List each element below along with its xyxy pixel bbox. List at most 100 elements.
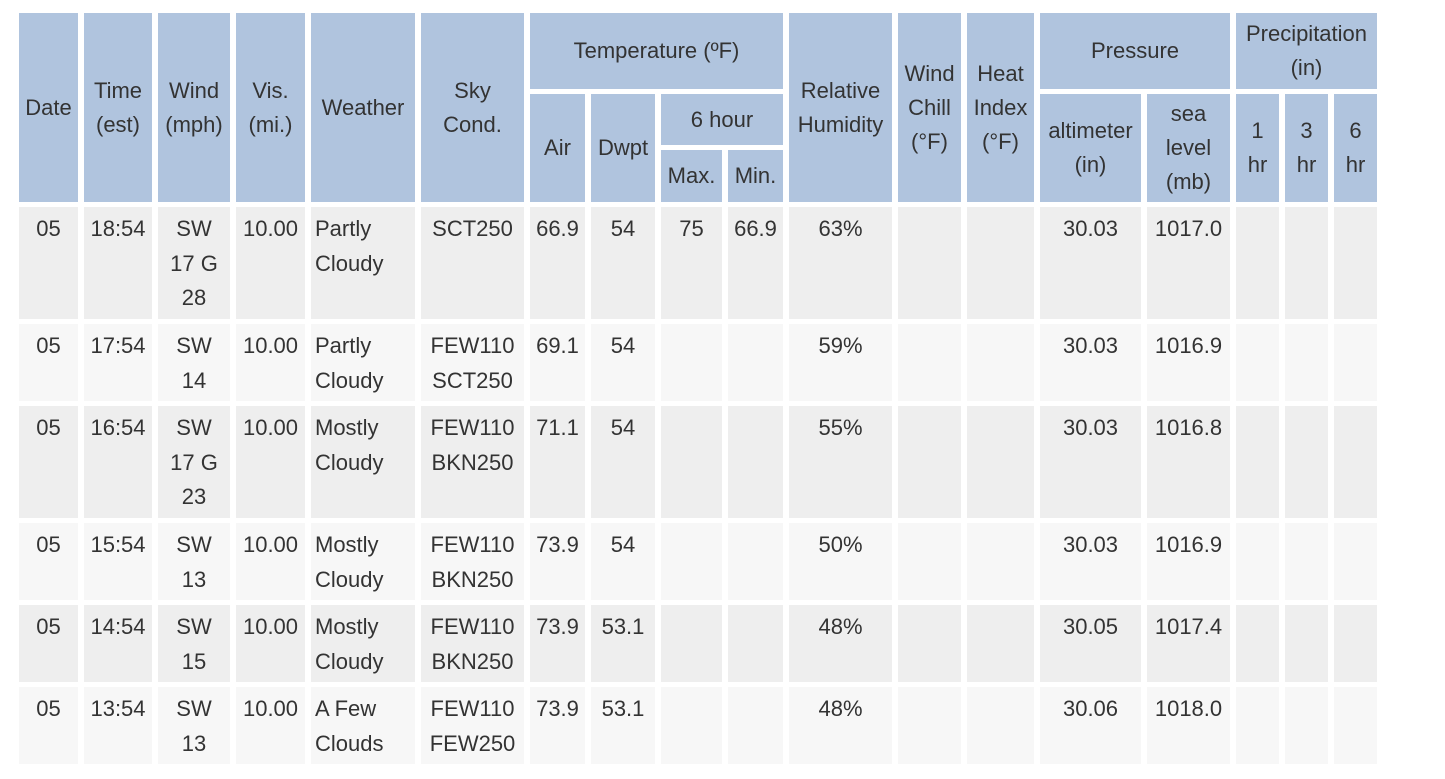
precip-1hr-cell: [1236, 324, 1279, 401]
header-pressure: Pressure: [1040, 13, 1230, 89]
heat-index-cell: [967, 324, 1034, 401]
visibility-cell: 10.00: [236, 523, 305, 600]
time-cell: 14:54: [84, 605, 152, 682]
header-altimeter: altimeter (in): [1040, 94, 1141, 202]
precip-1hr-cell: [1236, 687, 1279, 764]
heat-index-cell: [967, 687, 1034, 764]
relative-humidity-cell: 63%: [789, 207, 892, 319]
altimeter-cell: 30.06: [1040, 687, 1141, 764]
precip-6hr-cell: [1334, 605, 1377, 682]
sea-level-cell: 1017.4: [1147, 605, 1230, 682]
min-temp-cell: 66.9: [728, 207, 783, 319]
date-cell: 05: [19, 605, 78, 682]
time-cell: 16:54: [84, 406, 152, 518]
precip-3hr-cell: [1285, 324, 1328, 401]
wind-cell: SW 13: [158, 687, 230, 764]
precip-1hr-cell: [1236, 207, 1279, 319]
sea-level-cell: 1016.9: [1147, 324, 1230, 401]
weather-cell: Mostly Cloudy: [311, 605, 415, 682]
max-temp-cell: [661, 605, 722, 682]
time-cell: 18:54: [84, 207, 152, 319]
dewpoint-cell: 54: [591, 406, 655, 518]
precip-1hr-cell: [1236, 406, 1279, 518]
wind-chill-cell: [898, 207, 961, 319]
altimeter-cell: 30.03: [1040, 523, 1141, 600]
table-row: 05 13:54 SW 13 10.00 A Few Clouds FEW110 FEW2…: [19, 687, 1377, 764]
date-cell: 05: [19, 687, 78, 764]
date-cell: 05: [19, 207, 78, 319]
min-temp-cell: [728, 406, 783, 518]
table-row: 05 15:54 SW 13 10.00 Mostly Cloudy FEW110 BKN…: [19, 523, 1377, 600]
sky-conditions-cell: FEW110 SCT250: [421, 324, 524, 401]
header-temperature: Temperature (ºF): [530, 13, 783, 89]
air-temp-cell: 73.9: [530, 523, 585, 600]
air-temp-cell: 71.1: [530, 406, 585, 518]
sky-conditions-cell: FEW110 BKN250: [421, 605, 524, 682]
max-temp-cell: [661, 324, 722, 401]
precip-1hr-cell: [1236, 605, 1279, 682]
precip-6hr-cell: [1334, 687, 1377, 764]
min-temp-cell: [728, 324, 783, 401]
dewpoint-cell: 54: [591, 324, 655, 401]
sky-conditions-cell: SCT250: [421, 207, 524, 319]
wind-chill-cell: [898, 605, 961, 682]
air-temp-cell: 73.9: [530, 687, 585, 764]
sea-level-cell: 1018.0: [1147, 687, 1230, 764]
date-cell: 05: [19, 324, 78, 401]
precip-6hr-cell: [1334, 207, 1377, 319]
wind-chill-cell: [898, 687, 961, 764]
weather-cell: Partly Cloudy: [311, 207, 415, 319]
max-temp-cell: 75: [661, 207, 722, 319]
air-temp-cell: 73.9: [530, 605, 585, 682]
header-wind-chill: Wind Chill (°F): [898, 13, 961, 202]
min-temp-cell: [728, 687, 783, 764]
precip-3hr-cell: [1285, 207, 1328, 319]
wind-cell: SW 14: [158, 324, 230, 401]
relative-humidity-cell: 59%: [789, 324, 892, 401]
header-time: Time (est): [84, 13, 152, 202]
sky-conditions-cell: FEW110 BKN250: [421, 406, 524, 518]
sea-level-cell: 1017.0: [1147, 207, 1230, 319]
wind-cell: SW 13: [158, 523, 230, 600]
time-cell: 17:54: [84, 324, 152, 401]
air-temp-cell: 66.9: [530, 207, 585, 319]
precip-6hr-cell: [1334, 523, 1377, 600]
precip-3hr-cell: [1285, 406, 1328, 518]
relative-humidity-cell: 50%: [789, 523, 892, 600]
table-row: 05 16:54 SW 17 G 23 10.00 Mostly Cloudy FEW11…: [19, 406, 1377, 518]
header-weather: Weather: [311, 13, 415, 202]
sea-level-cell: 1016.8: [1147, 406, 1230, 518]
heat-index-cell: [967, 406, 1034, 518]
wind-chill-cell: [898, 523, 961, 600]
weather-cell: A Few Clouds: [311, 687, 415, 764]
max-temp-cell: [661, 406, 722, 518]
wind-chill-cell: [898, 324, 961, 401]
date-cell: 05: [19, 523, 78, 600]
visibility-cell: 10.00: [236, 605, 305, 682]
time-cell: 15:54: [84, 523, 152, 600]
weather-cell: Partly Cloudy: [311, 324, 415, 401]
wind-cell: SW 17 G 23: [158, 406, 230, 518]
precip-6hr-cell: [1334, 406, 1377, 518]
dewpoint-cell: 53.1: [591, 687, 655, 764]
max-temp-cell: [661, 523, 722, 600]
precip-3hr-cell: [1285, 523, 1328, 600]
heat-index-cell: [967, 605, 1034, 682]
header-6-hour: 6 hour: [661, 94, 783, 145]
header-dewpoint: Dwpt: [591, 94, 655, 202]
altimeter-cell: 30.03: [1040, 406, 1141, 518]
header-min: Min.: [728, 150, 783, 202]
heat-index-cell: [967, 207, 1034, 319]
wind-cell: SW 17 G 28: [158, 207, 230, 319]
relative-humidity-cell: 48%: [789, 605, 892, 682]
time-cell: 13:54: [84, 687, 152, 764]
visibility-cell: 10.00: [236, 324, 305, 401]
header-precip-1hr: 1 hr: [1236, 94, 1279, 202]
header-wind: Wind (mph): [158, 13, 230, 202]
header-visibility: Vis. (mi.): [236, 13, 305, 202]
table-row: 05 18:54 SW 17 G 28 10.00 Partly Cloudy SCT25…: [19, 207, 1377, 319]
sea-level-cell: 1016.9: [1147, 523, 1230, 600]
relative-humidity-cell: 55%: [789, 406, 892, 518]
precip-6hr-cell: [1334, 324, 1377, 401]
dewpoint-cell: 53.1: [591, 605, 655, 682]
